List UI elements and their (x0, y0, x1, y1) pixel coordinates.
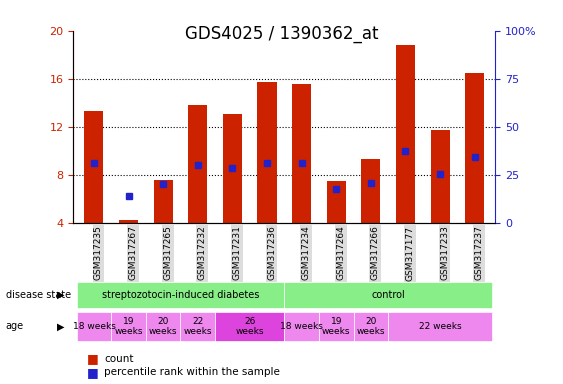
FancyBboxPatch shape (77, 312, 111, 341)
Text: age: age (6, 321, 24, 331)
Bar (396, 45, 415, 223)
Bar (292, 84, 311, 223)
Text: GSM317231: GSM317231 (233, 225, 242, 280)
Bar (223, 114, 242, 223)
Text: count: count (104, 354, 133, 364)
Text: disease state: disease state (6, 290, 71, 300)
Text: 19
weeks: 19 weeks (114, 317, 143, 336)
FancyBboxPatch shape (111, 312, 146, 341)
Bar (154, 180, 173, 223)
Bar (361, 159, 381, 223)
Text: 26
weeks: 26 weeks (235, 317, 264, 336)
Text: ■: ■ (87, 366, 99, 379)
Text: GSM317232: GSM317232 (198, 225, 207, 280)
Text: percentile rank within the sample: percentile rank within the sample (104, 367, 280, 377)
Text: GSM317234: GSM317234 (302, 225, 311, 280)
FancyBboxPatch shape (77, 282, 284, 308)
Text: GSM317233: GSM317233 (440, 225, 449, 280)
Text: 22 weeks: 22 weeks (419, 322, 461, 331)
Text: streptozotocin-induced diabetes: streptozotocin-induced diabetes (102, 290, 259, 300)
Text: ▶: ▶ (57, 290, 65, 300)
Bar (188, 105, 207, 223)
FancyBboxPatch shape (388, 312, 492, 341)
Bar (84, 111, 104, 223)
Text: 19
weeks: 19 weeks (322, 317, 351, 336)
FancyBboxPatch shape (181, 312, 215, 341)
FancyBboxPatch shape (146, 312, 181, 341)
Text: GSM317237: GSM317237 (475, 225, 484, 280)
Bar (257, 82, 276, 223)
Bar (119, 220, 138, 223)
Text: ■: ■ (87, 353, 99, 366)
Text: GDS4025 / 1390362_at: GDS4025 / 1390362_at (185, 25, 378, 43)
Text: ▶: ▶ (57, 321, 65, 331)
FancyBboxPatch shape (319, 312, 354, 341)
Text: GSM317265: GSM317265 (163, 225, 172, 280)
Text: GSM317264: GSM317264 (336, 225, 345, 280)
Text: GSM317236: GSM317236 (267, 225, 276, 280)
Bar (431, 130, 450, 223)
Text: 18 weeks: 18 weeks (280, 322, 323, 331)
Text: GSM317267: GSM317267 (128, 225, 137, 280)
Text: 22
weeks: 22 weeks (184, 317, 212, 336)
Bar (327, 181, 346, 223)
Text: GSM317235: GSM317235 (94, 225, 103, 280)
FancyBboxPatch shape (215, 312, 284, 341)
Text: 18 weeks: 18 weeks (73, 322, 115, 331)
FancyBboxPatch shape (354, 312, 388, 341)
FancyBboxPatch shape (284, 312, 319, 341)
Text: 20
weeks: 20 weeks (356, 317, 385, 336)
Bar (465, 73, 484, 223)
Text: control: control (371, 290, 405, 300)
FancyBboxPatch shape (284, 282, 492, 308)
Text: GSM317266: GSM317266 (371, 225, 380, 280)
Text: GSM317177: GSM317177 (405, 225, 414, 280)
Text: 20
weeks: 20 weeks (149, 317, 177, 336)
